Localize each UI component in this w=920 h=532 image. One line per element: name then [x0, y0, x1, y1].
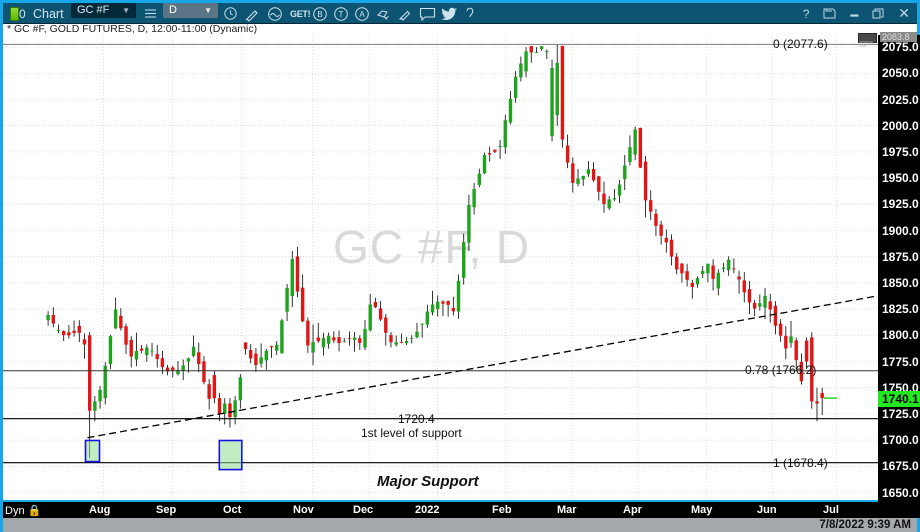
svg-text:A: A: [359, 10, 365, 19]
svg-text:B: B: [317, 10, 322, 19]
svg-text:T: T: [339, 10, 344, 19]
